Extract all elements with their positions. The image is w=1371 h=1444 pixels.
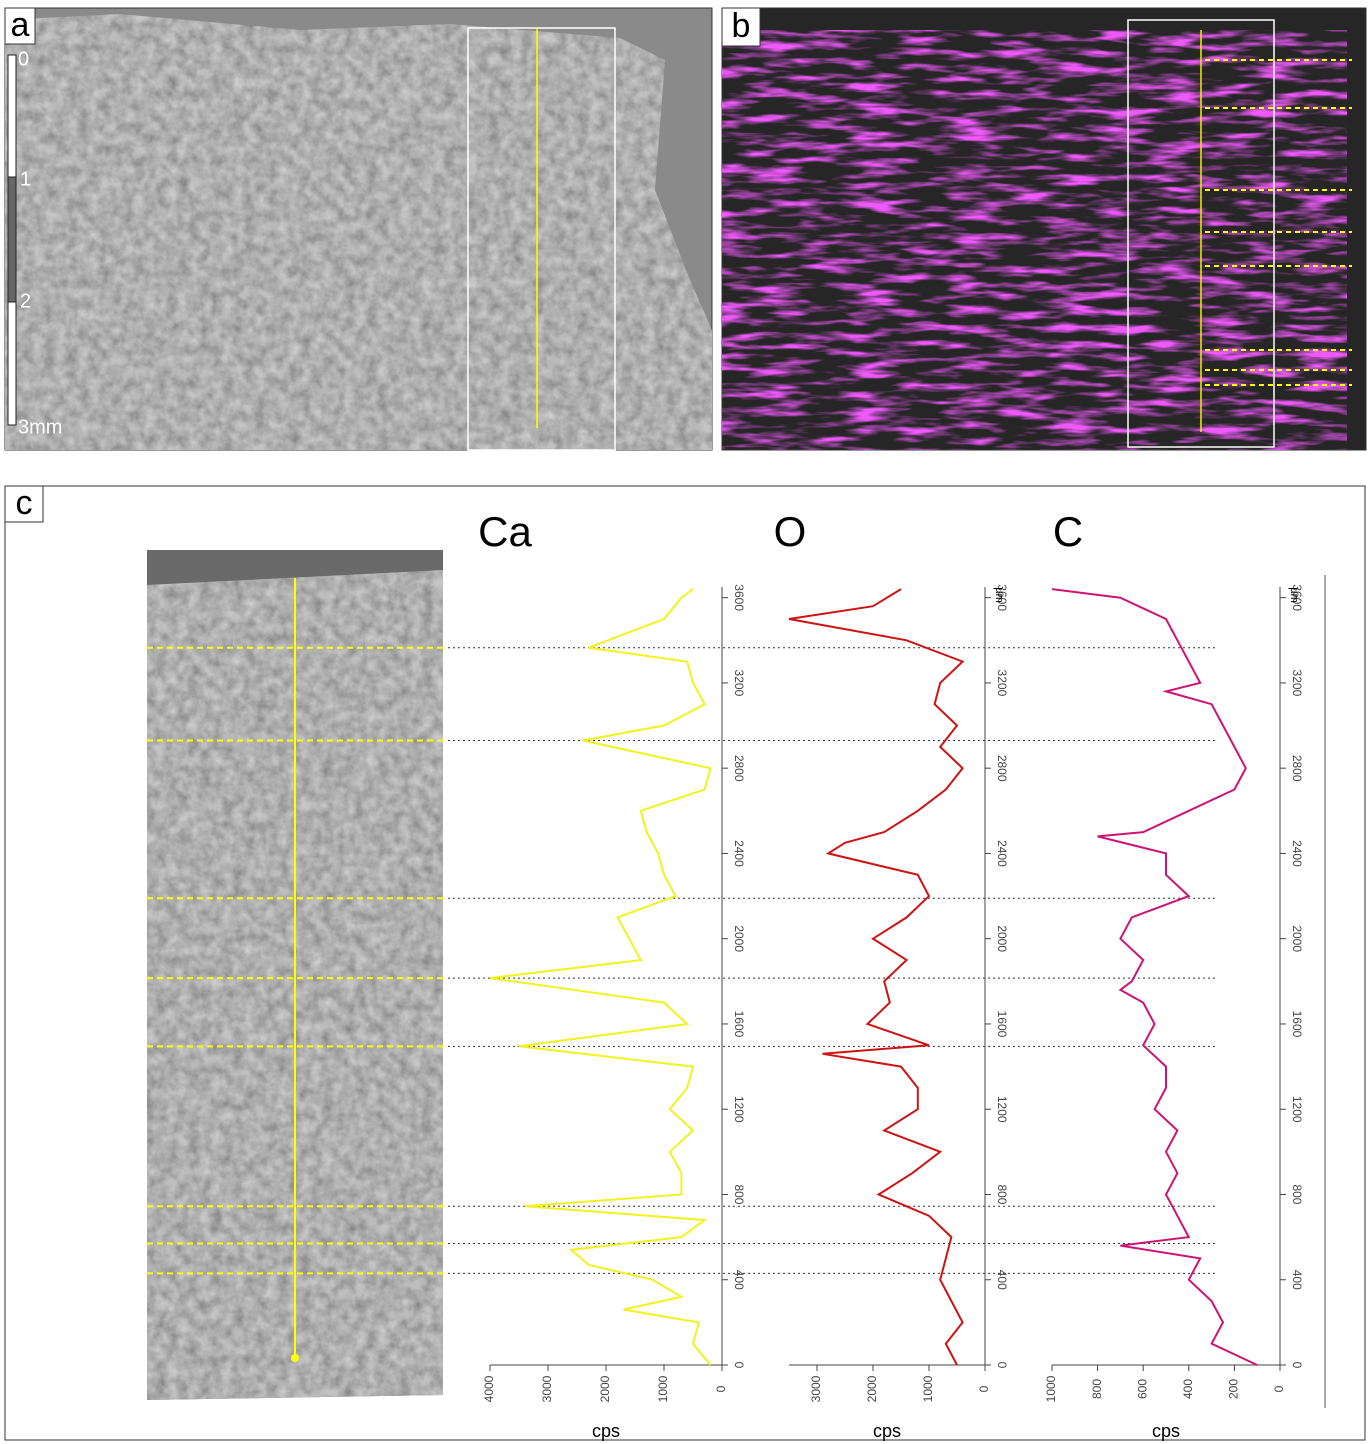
axis-label: µm bbox=[1288, 587, 1300, 603]
panel-b: b bbox=[722, 7, 1366, 450]
sem-image bbox=[5, 14, 712, 450]
axis-label: cps bbox=[592, 1421, 620, 1441]
x-tick-label: 400 bbox=[732, 1270, 746, 1290]
x-tick-label: 1600 bbox=[995, 1011, 1009, 1038]
x-tick-label: 0 bbox=[995, 1362, 1009, 1369]
x-tick-label: 400 bbox=[1290, 1270, 1304, 1290]
x-tick-label: 1200 bbox=[995, 1096, 1009, 1123]
x-tick-label: 400 bbox=[995, 1270, 1009, 1290]
y-tick-label: 1000 bbox=[1044, 1375, 1058, 1402]
y-tick-label: 200 bbox=[1227, 1379, 1241, 1399]
scale-label: 1 bbox=[20, 168, 31, 190]
x-tick-label: 2400 bbox=[995, 840, 1009, 867]
y-tick-label: 1000 bbox=[656, 1375, 670, 1402]
y-tick-label: 1000 bbox=[921, 1375, 935, 1402]
panel-a: 0 1 2 3mm a bbox=[5, 6, 712, 450]
y-tick-label: 3000 bbox=[809, 1375, 823, 1402]
scale-bar bbox=[8, 55, 16, 177]
x-tick-label: 2400 bbox=[732, 840, 746, 867]
x-tick-label: 2000 bbox=[995, 925, 1009, 952]
panel-label: c bbox=[16, 484, 33, 522]
y-tick-label: 400 bbox=[1181, 1379, 1195, 1399]
x-tick-label: 2000 bbox=[1290, 925, 1304, 952]
x-tick-label: 1600 bbox=[732, 1011, 746, 1038]
x-tick-label: 2800 bbox=[995, 755, 1009, 782]
axis-label: cps bbox=[873, 1421, 901, 1441]
axis-label: µm bbox=[993, 587, 1005, 603]
y-tick-label: 600 bbox=[1135, 1379, 1149, 1399]
x-tick-label: 2800 bbox=[1290, 755, 1304, 782]
x-tick-label: 3200 bbox=[1290, 670, 1304, 697]
x-tick-label: 3200 bbox=[995, 670, 1009, 697]
x-tick-label: 0 bbox=[732, 1362, 746, 1369]
panel-label: b bbox=[732, 7, 751, 45]
x-tick-label: 3600 bbox=[732, 584, 746, 611]
chart-title: O bbox=[774, 508, 807, 555]
y-tick-label: 0 bbox=[714, 1385, 728, 1392]
x-tick-label: 0 bbox=[1290, 1362, 1304, 1369]
x-tick-label: 2400 bbox=[1290, 840, 1304, 867]
y-tick-label: 3000 bbox=[540, 1375, 554, 1402]
figure: 0 1 2 3mm a b c Ca0400800120016002000240… bbox=[0, 0, 1371, 1444]
x-tick-label: 1600 bbox=[1290, 1011, 1304, 1038]
y-tick-label: 0 bbox=[1272, 1385, 1286, 1392]
x-tick-label: 800 bbox=[1290, 1184, 1304, 1204]
y-tick-label: 2000 bbox=[865, 1375, 879, 1402]
panel-c: c bbox=[5, 484, 1365, 1440]
scale-bar bbox=[8, 177, 16, 302]
scale-label: 0 bbox=[18, 48, 29, 70]
chart-title: C bbox=[1053, 508, 1083, 555]
ca-map bbox=[722, 30, 1347, 450]
x-tick-label: 2800 bbox=[732, 755, 746, 782]
y-tick-label: 0 bbox=[977, 1385, 991, 1392]
x-tick-label: 800 bbox=[995, 1184, 1009, 1204]
scan-end bbox=[291, 1354, 299, 1362]
x-tick-label: 1200 bbox=[732, 1096, 746, 1123]
x-tick-label: 2000 bbox=[732, 925, 746, 952]
x-tick-label: 1200 bbox=[1290, 1096, 1304, 1123]
y-tick-label: 2000 bbox=[598, 1375, 612, 1402]
x-tick-label: 3200 bbox=[732, 670, 746, 697]
chart-title: Ca bbox=[478, 508, 532, 555]
y-tick-label: 4000 bbox=[482, 1375, 496, 1402]
scale-bar bbox=[8, 302, 16, 425]
x-tick-label: 800 bbox=[732, 1184, 746, 1204]
axis-label: cps bbox=[1152, 1421, 1180, 1441]
scale-label: 2 bbox=[20, 290, 31, 312]
scale-label: 3mm bbox=[18, 416, 62, 438]
y-tick-label: 800 bbox=[1090, 1379, 1104, 1399]
panel-label: a bbox=[11, 6, 30, 44]
